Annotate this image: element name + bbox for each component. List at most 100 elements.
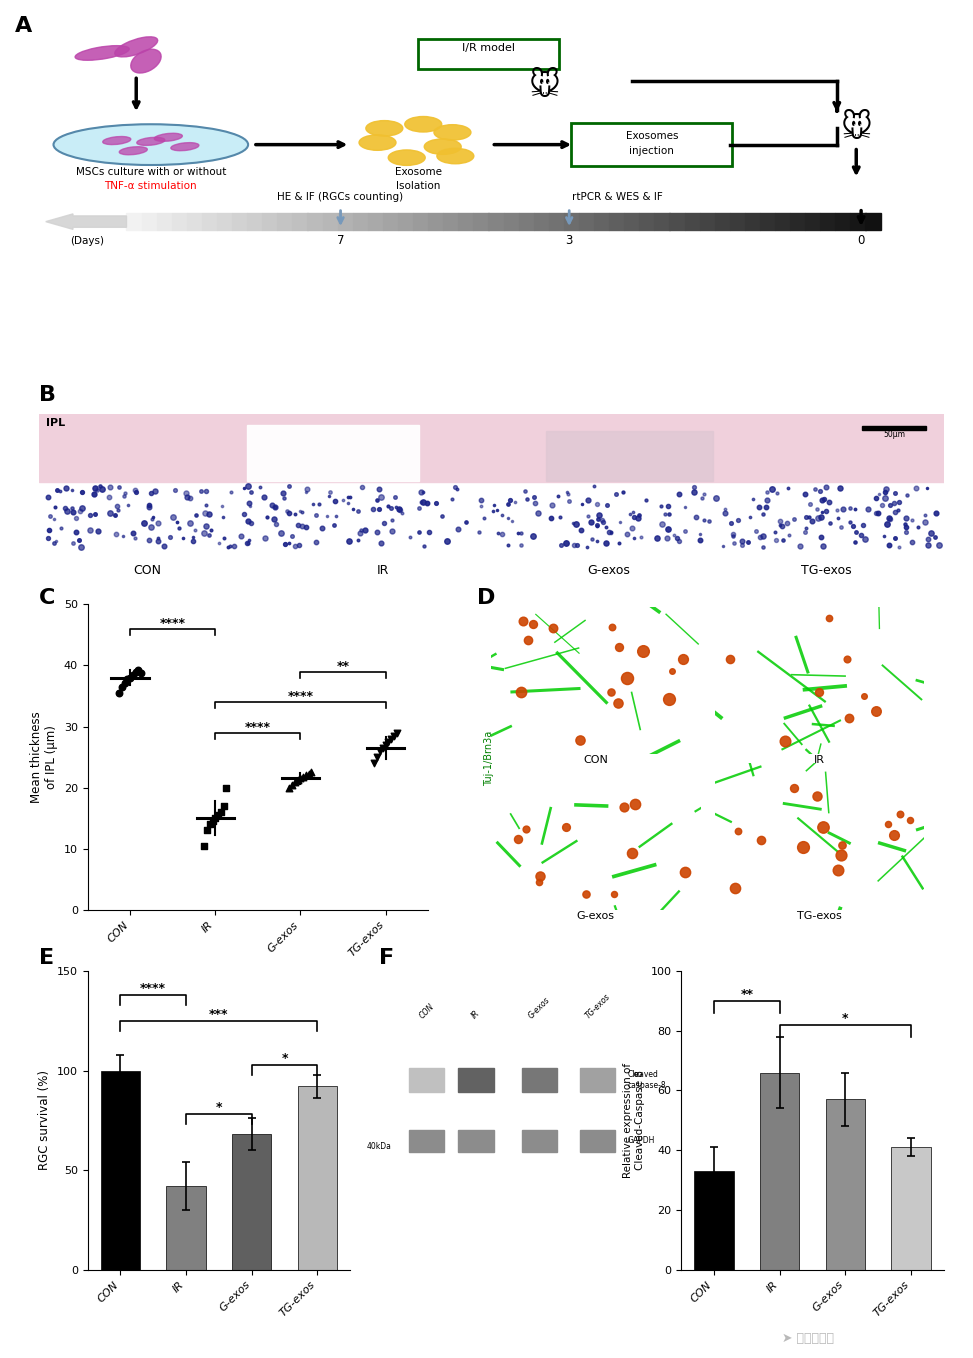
Bar [410,1069,445,1092]
Bar [685,213,700,231]
Bar [307,213,323,231]
Point [370,746,385,767]
Bar [564,213,579,231]
Point [199,819,215,841]
Bar [166,1186,205,1270]
Text: injection: injection [630,145,674,156]
Text: B: B [39,384,55,405]
Bar [534,213,549,231]
Y-axis label: Mean thickness
of IPL (μm): Mean thickness of IPL (μm) [30,712,58,803]
Text: IR: IR [470,1008,482,1020]
Text: D: D [477,588,495,608]
Text: Tuj-1/Brn3a: Tuj-1/Brn3a [484,731,494,786]
Point [301,763,316,785]
Bar [126,213,142,231]
Text: I/R model: I/R model [462,43,515,53]
Text: 40kDa: 40kDa [367,1142,392,1150]
Bar [580,1069,615,1092]
Bar [323,213,338,231]
Ellipse shape [115,37,158,57]
Bar [546,432,713,481]
Ellipse shape [137,137,164,145]
Bar [488,213,504,231]
Text: 🐭: 🐭 [529,71,560,100]
Text: MSCs culture with or without: MSCs culture with or without [76,167,226,177]
Text: CON: CON [417,1001,436,1020]
Point [207,807,223,828]
Point [117,672,132,694]
Bar [428,213,444,231]
Point [293,767,308,789]
Bar [398,213,414,231]
Bar [866,213,881,231]
Bar [825,1100,865,1270]
Bar [820,213,836,231]
Circle shape [359,134,396,151]
Text: IR: IR [813,755,825,765]
Bar [458,213,474,231]
Text: ➤ 外泌体之家: ➤ 外泌体之家 [781,1332,834,1344]
Bar [172,213,187,231]
Bar [444,213,458,231]
Point [130,659,146,680]
Point [290,769,306,790]
Ellipse shape [120,147,147,155]
Bar [39,414,944,482]
Circle shape [434,125,471,140]
Text: G-exos: G-exos [526,995,552,1020]
Point [210,804,226,826]
Circle shape [366,121,403,136]
Text: TNF-α stimulation: TNF-α stimulation [104,182,198,191]
Bar [579,213,595,231]
Bar [522,1130,557,1152]
Bar [353,213,368,231]
Bar [458,1069,493,1092]
Bar [157,213,172,231]
Text: Isolation: Isolation [396,182,441,191]
Text: 🐭: 🐭 [841,113,872,144]
Point [120,668,135,690]
Text: G-exos: G-exos [576,911,615,921]
Text: GAPDH: GAPDH [628,1137,655,1145]
Text: **: ** [337,660,349,672]
Bar [142,213,157,231]
Bar [594,213,609,231]
Point [373,740,388,762]
Circle shape [405,117,442,132]
FancyArrow shape [46,213,126,230]
Point [204,811,220,832]
Point [383,728,399,750]
Bar [745,213,760,231]
Text: IR: IR [377,564,389,577]
Text: Cleaved
caspase-8: Cleaved caspase-8 [628,1070,667,1089]
Bar [101,1070,140,1270]
Bar [760,1073,799,1270]
Text: ****: **** [160,617,186,630]
Bar [474,213,488,231]
Bar [850,213,866,231]
Point [287,771,303,793]
Circle shape [424,139,461,155]
Circle shape [437,148,474,164]
Text: Exosome: Exosome [395,167,442,177]
Bar [368,213,383,231]
Bar [694,1171,734,1270]
Ellipse shape [54,125,248,164]
Bar [383,213,398,231]
Point [380,731,396,752]
Bar [836,213,850,231]
Text: **: ** [740,987,753,1001]
Text: TG-exos: TG-exos [797,911,842,921]
FancyBboxPatch shape [418,38,559,69]
FancyBboxPatch shape [571,124,732,166]
Point [111,682,126,703]
Text: IPL: IPL [46,417,65,428]
Point [197,835,212,857]
Point [216,794,232,816]
Point [123,667,138,689]
Point [213,801,229,823]
Point [386,725,402,747]
Bar [504,213,519,231]
Text: TG-exos: TG-exos [583,991,612,1020]
Text: rtPCR & WES & IF: rtPCR & WES & IF [572,191,664,201]
